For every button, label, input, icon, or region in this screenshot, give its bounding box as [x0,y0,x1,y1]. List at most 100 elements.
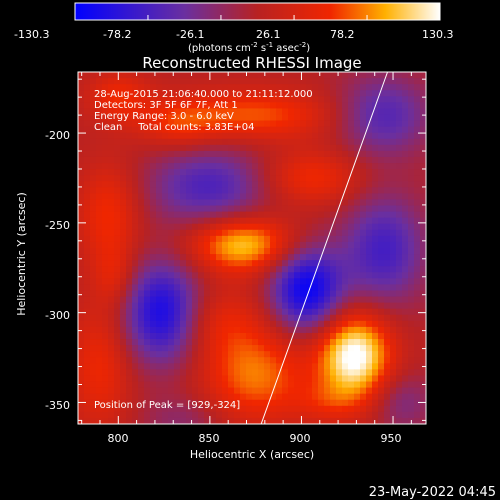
heatmap-cell [384,114,391,121]
heatmap-cell [306,339,313,346]
heatmap-cell [126,229,133,237]
heatmap-cell [138,363,145,370]
heatmap-cell [396,84,403,91]
heatmap-cell [162,223,169,231]
heatmap-cell [360,387,367,395]
heatmap-cell [288,84,295,91]
heatmap-cell [318,332,325,340]
heatmap-cell [348,102,355,109]
heatmap-cell [162,150,169,158]
heatmap-cell [378,381,385,388]
heatmap-cell [102,260,109,267]
heatmap-cell [90,357,97,364]
heatmap-cell [342,90,349,97]
heatmap-cell [258,193,265,200]
heatmap-cell [174,199,181,206]
heatmap-cell [240,411,247,419]
heatmap-cell [192,108,199,115]
heatmap-cell [396,369,403,376]
heatmap-cell [156,363,163,370]
heatmap-cell [372,326,379,334]
heatmap-cell [318,351,325,358]
heatmap-cell [300,357,307,364]
heatmap-cell [414,199,421,206]
heatmap-cell [180,272,187,279]
heatmap-cell [420,102,426,109]
heatmap-cell [168,156,175,164]
heatmap-cell [204,320,211,328]
heatmap-cell [102,108,109,115]
heatmap-cell [402,175,409,182]
heatmap-cell [318,205,325,212]
heatmap-cell [192,381,199,388]
heatmap-cell [342,229,349,237]
heatmap-cell [186,229,193,237]
heatmap-cell [204,260,211,267]
heatmap-cell [300,138,307,146]
heatmap-cell [186,326,193,334]
heatmap-cell [324,260,331,267]
heatmap-cell [282,375,289,382]
heatmap-cell [84,175,91,182]
heatmap-cell [342,399,349,407]
heatmap-cell [384,254,391,261]
heatmap-cell [210,235,217,243]
heatmap-cell [258,78,265,85]
heatmap-cell [84,205,91,212]
heatmap-cell [192,156,199,164]
heatmap-cell [174,405,181,413]
heatmap-cell [276,254,283,261]
heatmap-cell [96,290,103,297]
heatmap-cell [78,187,85,194]
heatmap-cell [144,223,151,231]
heatmap-cell [138,223,145,231]
heatmap-cell [402,223,409,231]
heatmap-cell [414,163,421,170]
heatmap-cell [192,72,199,79]
heatmap-cell [312,193,319,200]
heatmap-cell [384,314,391,322]
heatmap-cell [240,399,247,407]
heatmap-cell [192,241,199,249]
heatmap-cell [150,132,157,140]
heatmap-cell [312,369,319,376]
heatmap-cell [252,296,259,304]
heatmap-cell [234,132,241,140]
heatmap-cell [378,290,385,297]
heatmap-cell [312,405,319,413]
heatmap-cell [168,345,175,352]
heatmap-cell [318,411,325,419]
heatmap-cell [264,90,271,97]
heatmap-cell [414,357,421,364]
heatmap-cell [420,272,426,279]
heatmap-cell [372,260,379,267]
heatmap-cell [336,351,343,358]
heatmap-cell [324,266,331,273]
heatmap-cell [288,296,295,304]
heatmap-cell [228,223,235,231]
heatmap-cell [210,187,217,194]
heatmap-cell [240,241,247,249]
heatmap-cell [90,351,97,358]
heatmap-cell [408,193,415,200]
heatmap-cell [132,314,139,322]
heatmap-cell [84,235,91,243]
heatmap-cell [156,199,163,206]
heatmap-cell [198,138,205,146]
heatmap-cell [156,90,163,97]
heatmap-cell [420,339,426,346]
heatmap-cell [246,308,253,316]
heatmap-cell [210,211,217,219]
heatmap-cell [264,132,271,140]
heatmap-cell [414,393,421,401]
heatmap-cell [222,296,229,304]
heatmap-cell [390,411,397,419]
heatmap-cell [402,78,409,85]
heatmap-cell [198,205,205,212]
heatmap-cell [420,393,426,401]
heatmap-cell [372,266,379,273]
heatmap-cell [378,169,385,176]
heatmap-cell [198,375,205,382]
heatmap-cell [228,114,235,121]
heatmap-cell [138,217,145,225]
